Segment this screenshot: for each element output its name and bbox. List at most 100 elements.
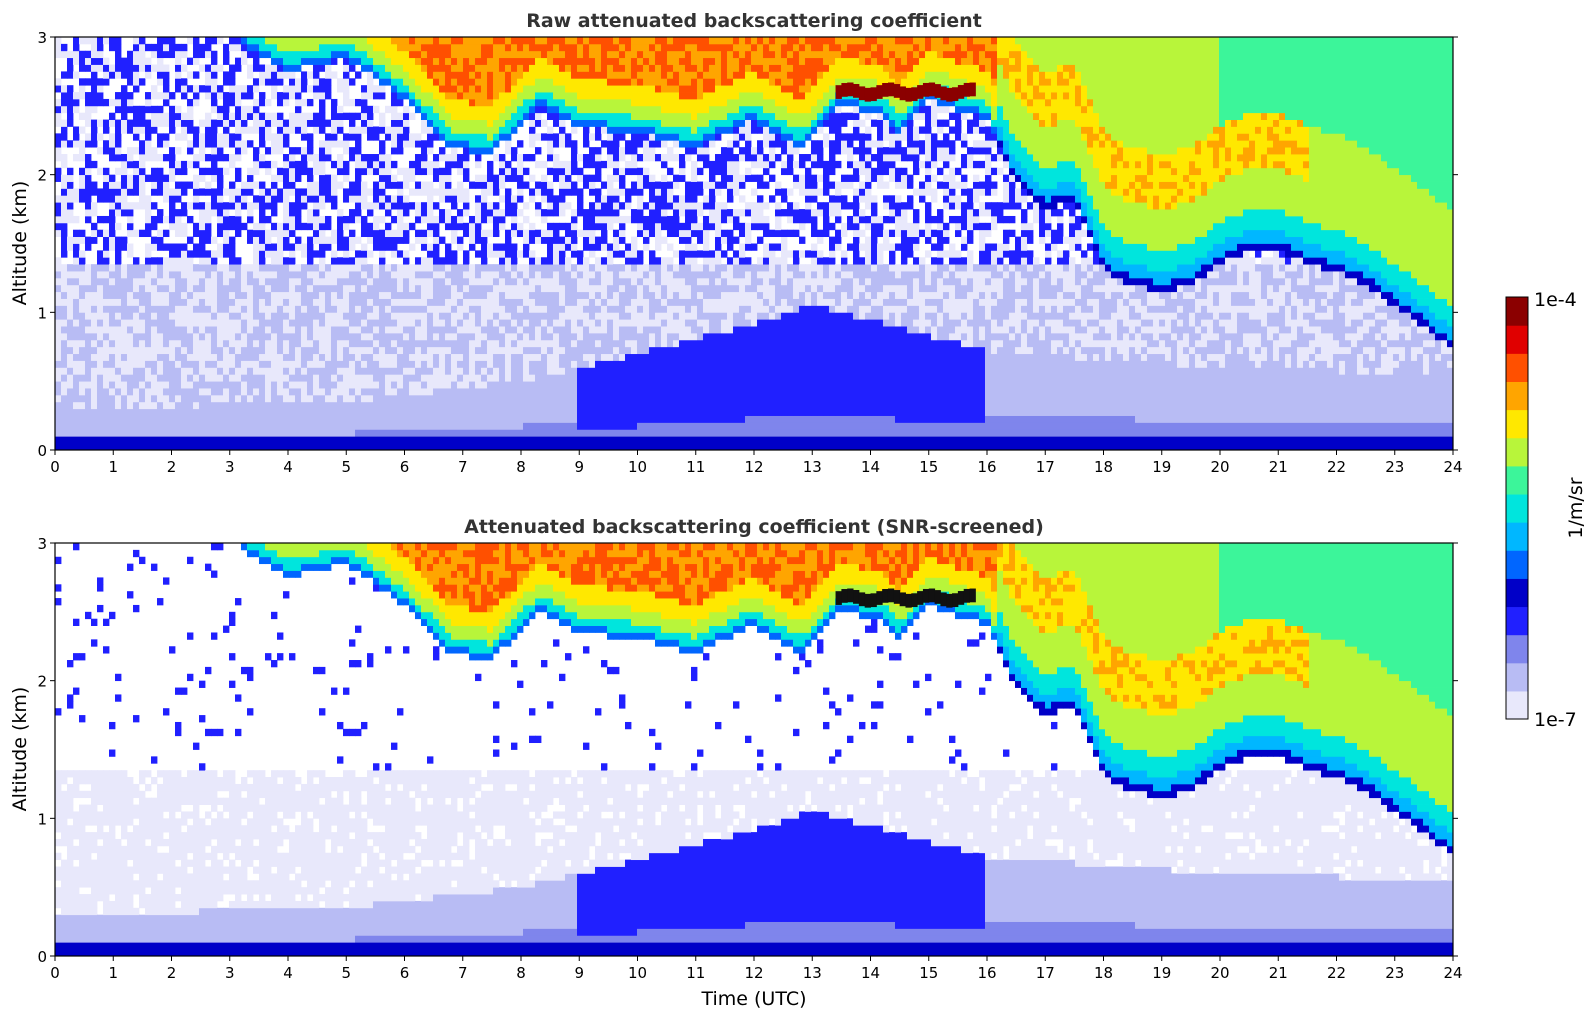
heatmap-cell bbox=[391, 298, 398, 306]
heatmap-cell bbox=[625, 374, 632, 382]
heatmap-cell bbox=[259, 312, 266, 320]
heatmap-cell bbox=[541, 298, 548, 306]
heatmap-cell bbox=[319, 291, 326, 299]
heatmap-cell bbox=[421, 188, 428, 196]
heatmap-cell bbox=[421, 374, 428, 382]
heatmap-cell bbox=[535, 353, 542, 361]
heatmap-cell bbox=[331, 388, 338, 396]
heatmap-cell bbox=[229, 332, 236, 341]
heatmap-cell bbox=[475, 346, 482, 355]
heatmap-cell bbox=[253, 291, 260, 299]
heatmap-cell bbox=[559, 374, 566, 382]
heatmap-cell bbox=[163, 443, 170, 450]
heatmap-cell bbox=[145, 408, 152, 416]
heatmap-cell bbox=[451, 401, 458, 410]
heatmap-cell bbox=[277, 443, 284, 450]
heatmap-cell bbox=[553, 429, 560, 437]
heatmap-cell bbox=[607, 284, 614, 293]
heatmap-cell bbox=[247, 374, 254, 382]
heatmap-cell bbox=[145, 71, 152, 79]
heatmap-cell bbox=[145, 277, 152, 286]
heatmap-cell bbox=[271, 388, 278, 396]
heatmap-cell bbox=[253, 64, 260, 72]
heatmap-cell bbox=[109, 415, 116, 423]
heatmap-cell bbox=[583, 160, 590, 169]
heatmap-cell bbox=[265, 147, 272, 155]
heatmap-cell bbox=[193, 92, 200, 100]
heatmap-cell bbox=[559, 422, 566, 430]
heatmap-cell bbox=[385, 326, 392, 334]
heatmap-cell bbox=[397, 298, 404, 306]
heatmap-cell bbox=[529, 92, 536, 100]
heatmap-cell bbox=[541, 401, 548, 410]
heatmap-cell bbox=[529, 277, 536, 286]
heatmap-cell bbox=[307, 332, 314, 341]
heatmap-cell bbox=[133, 284, 140, 293]
heatmap-cell bbox=[613, 284, 620, 293]
heatmap-cell bbox=[61, 119, 68, 127]
heatmap-cell bbox=[169, 264, 176, 272]
heatmap-cell bbox=[493, 443, 500, 450]
heatmap-cell bbox=[601, 271, 608, 279]
heatmap-cell bbox=[421, 98, 428, 107]
heatmap-cell bbox=[469, 284, 476, 293]
heatmap-cell bbox=[319, 85, 326, 93]
heatmap-cell bbox=[193, 332, 200, 341]
heatmap-cell bbox=[325, 353, 332, 361]
heatmap-cell bbox=[493, 209, 500, 217]
heatmap-cell bbox=[229, 443, 236, 450]
heatmap-cell bbox=[313, 222, 320, 231]
heatmap-cell bbox=[547, 140, 554, 148]
heatmap-cell bbox=[625, 422, 632, 430]
heatmap-cell bbox=[529, 291, 536, 299]
heatmap-cell bbox=[421, 408, 428, 416]
heatmap-cell bbox=[271, 92, 278, 100]
heatmap-cell bbox=[265, 271, 272, 279]
heatmap-cell bbox=[559, 394, 566, 403]
heatmap-cell bbox=[553, 353, 560, 361]
heatmap-cell bbox=[511, 222, 518, 231]
heatmap-cell bbox=[277, 50, 284, 59]
heatmap-cell bbox=[295, 202, 302, 210]
heatmap-cell bbox=[625, 71, 632, 79]
heatmap-cell bbox=[127, 367, 134, 375]
heatmap-cell bbox=[457, 181, 464, 189]
heatmap-cell bbox=[109, 236, 116, 244]
heatmap-cell bbox=[571, 140, 578, 148]
heatmap-cell bbox=[121, 167, 128, 176]
heatmap-cell bbox=[601, 209, 608, 217]
heatmap-cell bbox=[613, 57, 620, 65]
heatmap-cell bbox=[331, 126, 338, 134]
heatmap-cell bbox=[229, 367, 236, 375]
heatmap-cell bbox=[367, 85, 374, 93]
heatmap-cell bbox=[625, 167, 632, 176]
heatmap-cell bbox=[583, 78, 590, 86]
heatmap-cell bbox=[559, 305, 566, 313]
heatmap-cell bbox=[175, 229, 182, 238]
heatmap-cell bbox=[505, 332, 512, 341]
heatmap-cell bbox=[607, 154, 614, 162]
heatmap-cell bbox=[199, 415, 206, 423]
heatmap-cell bbox=[175, 271, 182, 279]
heatmap-cell bbox=[61, 401, 68, 410]
heatmap-cell bbox=[277, 71, 284, 79]
heatmap-cell bbox=[619, 112, 626, 120]
heatmap-cell bbox=[601, 257, 608, 265]
heatmap-cell bbox=[169, 401, 176, 410]
heatmap-cell bbox=[463, 112, 470, 120]
heatmap-cell bbox=[601, 243, 608, 251]
heatmap-cell bbox=[73, 243, 80, 251]
heatmap-cell bbox=[577, 229, 584, 238]
heatmap-cell bbox=[547, 360, 554, 368]
heatmap-cell bbox=[493, 57, 500, 65]
heatmap-cell bbox=[523, 408, 530, 416]
heatmap-cell bbox=[163, 271, 170, 279]
heatmap-cell bbox=[241, 112, 248, 120]
heatmap-cell bbox=[535, 229, 542, 238]
heatmap-cell bbox=[277, 277, 284, 286]
heatmap-cell bbox=[193, 271, 200, 279]
heatmap-cell bbox=[211, 360, 218, 368]
heatmap-cell bbox=[109, 394, 116, 403]
heatmap-cell bbox=[277, 339, 284, 348]
heatmap-cell bbox=[253, 271, 260, 279]
